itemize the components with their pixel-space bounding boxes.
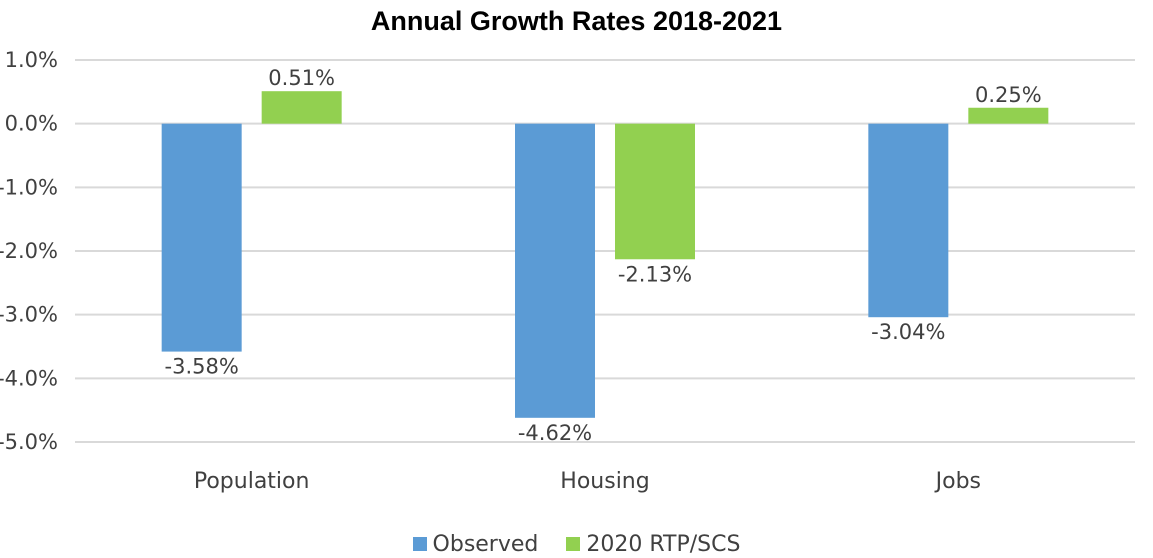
y-tick-label: -2.0% [0, 239, 58, 263]
bar-2020-rtp-scs-housing [615, 123, 695, 260]
y-tick-label: -4.0% [0, 366, 58, 390]
data-label: -3.04% [871, 320, 945, 344]
data-label: -4.62% [518, 421, 592, 445]
gridlines [75, 59, 1135, 443]
legend-item: Observed [412, 531, 539, 557]
bars [161, 91, 1049, 418]
legend-swatch [566, 537, 581, 551]
y-tick-label: -3.0% [0, 303, 58, 327]
chart-plot: 1.0% 0.0% -1.0% -2.0% -3.0% -4.0% -5.0% -3.58%… [0, 48, 1135, 494]
y-tick-label: 1.0% [5, 48, 58, 72]
y-tick-label: -5.0% [0, 430, 58, 454]
bar-observed-housing [515, 123, 595, 418]
category-label: Population [194, 469, 310, 494]
bar-2020-rtp-scs-population [261, 91, 342, 124]
category-label: Housing [560, 469, 649, 494]
y-tick-label: 0.0% [5, 112, 58, 136]
bar-2020-rtp-scs-jobs [968, 107, 1049, 124]
legend-item: 2020 RTP/SCS [566, 532, 740, 557]
bar-observed-jobs [868, 123, 949, 318]
bar-observed-population [161, 123, 242, 352]
data-label: -2.13% [618, 262, 692, 286]
chart-title: Annual Growth Rates 2018-2021 [370, 6, 783, 36]
legend-swatch [412, 537, 427, 551]
legend: Observed 2020 RTP/SCS [0, 530, 1153, 558]
data-label: 0.51% [268, 66, 335, 90]
data-label: 0.25% [975, 83, 1042, 107]
y-tick-label: -1.0% [0, 175, 58, 199]
category-labels: Population Housing Jobs [194, 469, 981, 494]
legend-label: Observed [432, 531, 539, 557]
data-label: -3.58% [165, 355, 239, 379]
y-axis-ticks: 1.0% 0.0% -1.0% -2.0% -3.0% -4.0% -5.0% [0, 48, 58, 454]
data-labels: -3.58% 0.51% -4.62% -2.13% -3.04% 0.25% [165, 66, 1042, 445]
legend-label: 2020 RTP/SCS [586, 531, 741, 557]
category-label: Jobs [934, 469, 981, 494]
